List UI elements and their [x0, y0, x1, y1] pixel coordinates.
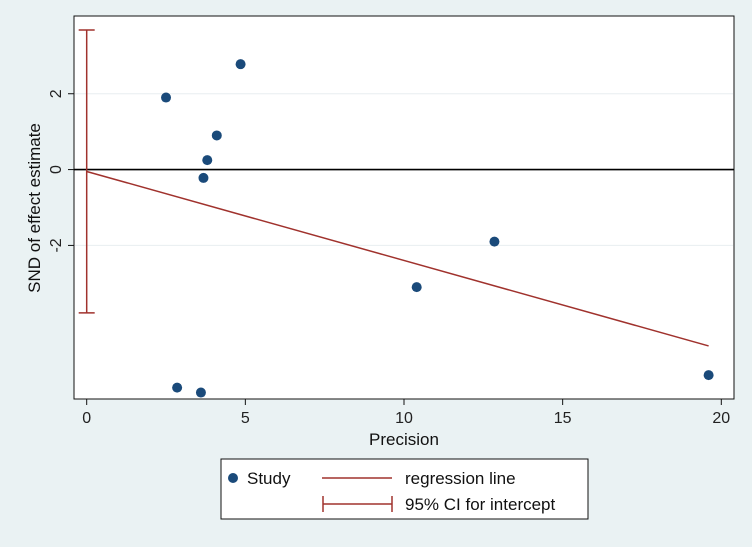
x-tick-label-0: 0 [82, 410, 91, 427]
study-point-3 [202, 155, 213, 166]
plot-area [73, 15, 735, 400]
x-axis-title: Precision [369, 430, 439, 449]
x-tick-label-1: 5 [241, 410, 250, 427]
study-point-0 [161, 92, 172, 103]
regression-line [86, 170, 709, 347]
x-tick-label-2: 10 [395, 410, 413, 427]
legend-regression-line-label: regression line [405, 469, 516, 488]
intercept-ci-bar [78, 29, 95, 314]
legend: Study regression line 95% CI for interce… [220, 458, 589, 520]
x-tick-label-3: 15 [554, 410, 572, 427]
legend-study-marker [228, 473, 238, 483]
legend-box [220, 458, 589, 520]
x-tick-label-4: 20 [712, 410, 730, 427]
legend-ci-swatch [322, 496, 393, 512]
axes-layer: 0 5 10 15 20 -2 0 2 [48, 89, 730, 427]
study-point-9 [703, 370, 714, 381]
y-axis-title: SND of effect estimate [25, 123, 44, 293]
study-point-6 [411, 282, 422, 293]
y-tick-label-0: -2 [48, 238, 65, 252]
y-tick-label-2: 2 [48, 89, 65, 98]
y-tick-label-1: 0 [48, 165, 65, 174]
study-point-1 [235, 59, 246, 70]
legend-ci-label: 95% CI for intercept [405, 495, 556, 514]
study-point-2 [211, 130, 222, 141]
study-point-5 [489, 236, 500, 247]
study-point-7 [172, 382, 183, 393]
marks-layer [74, 29, 734, 398]
legend-study-label: Study [247, 469, 291, 488]
study-point-4 [198, 172, 209, 183]
study-point-8 [195, 387, 206, 398]
